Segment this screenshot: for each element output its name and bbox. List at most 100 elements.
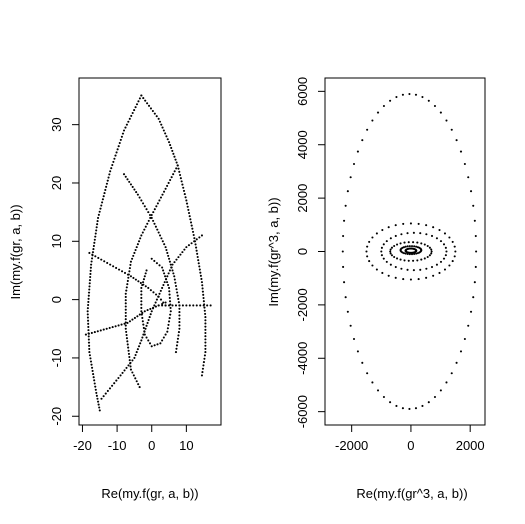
data-point bbox=[140, 290, 143, 293]
data-point bbox=[170, 266, 173, 269]
data-point bbox=[344, 296, 347, 299]
data-point bbox=[472, 204, 475, 207]
data-point bbox=[112, 160, 115, 163]
data-point bbox=[403, 259, 406, 262]
data-point bbox=[425, 224, 428, 227]
data-point bbox=[202, 364, 205, 367]
y-tick-label: -6000 bbox=[295, 395, 310, 428]
data-point bbox=[202, 293, 205, 296]
data-point bbox=[158, 292, 161, 295]
data-point bbox=[135, 351, 138, 354]
data-point bbox=[121, 371, 124, 374]
data-point bbox=[142, 97, 145, 100]
data-point bbox=[86, 316, 89, 319]
data-point bbox=[412, 241, 415, 244]
data-point bbox=[86, 310, 89, 313]
data-point bbox=[88, 282, 91, 285]
data-point bbox=[403, 241, 406, 244]
data-point bbox=[167, 323, 170, 326]
data-point bbox=[198, 268, 201, 271]
data-point bbox=[474, 235, 477, 238]
data-point bbox=[136, 348, 139, 351]
data-point bbox=[188, 304, 191, 307]
data-point bbox=[124, 292, 127, 295]
data-point bbox=[148, 342, 152, 345]
data-point bbox=[127, 276, 130, 279]
data-point bbox=[155, 298, 158, 301]
data-point bbox=[187, 208, 190, 211]
data-point bbox=[199, 271, 202, 274]
data-point bbox=[185, 202, 189, 205]
data-point bbox=[380, 254, 383, 257]
data-point bbox=[164, 333, 167, 336]
data-point bbox=[183, 248, 186, 251]
data-point bbox=[413, 245, 416, 248]
data-point bbox=[393, 244, 396, 248]
data-point bbox=[128, 117, 131, 120]
data-point bbox=[88, 344, 91, 347]
data-point bbox=[184, 196, 187, 199]
data-point bbox=[141, 316, 144, 319]
data-point bbox=[190, 224, 193, 227]
data-point bbox=[165, 278, 168, 281]
data-point bbox=[87, 304, 90, 307]
data-point bbox=[162, 336, 165, 339]
data-point bbox=[117, 145, 120, 148]
data-point bbox=[400, 233, 403, 236]
data-point bbox=[199, 304, 202, 307]
data-point bbox=[101, 201, 104, 204]
data-point bbox=[102, 395, 105, 398]
data-point bbox=[95, 229, 98, 232]
data-point bbox=[116, 148, 119, 151]
data-point bbox=[459, 150, 463, 153]
data-point bbox=[125, 337, 128, 340]
data-point bbox=[147, 211, 150, 214]
data-point bbox=[90, 263, 93, 266]
data-point bbox=[95, 394, 98, 397]
data-point bbox=[140, 293, 143, 296]
data-point bbox=[168, 300, 172, 303]
data-point bbox=[352, 162, 356, 166]
y-tick-label: 30 bbox=[49, 117, 64, 131]
data-point bbox=[154, 305, 157, 308]
data-point bbox=[87, 325, 90, 329]
data-point bbox=[380, 246, 383, 249]
data-point bbox=[87, 341, 91, 344]
y-tick-label: -4000 bbox=[295, 342, 310, 375]
data-point bbox=[474, 265, 477, 268]
data-point bbox=[110, 167, 113, 170]
data-point bbox=[153, 222, 156, 225]
data-point bbox=[435, 263, 438, 266]
data-point bbox=[196, 255, 199, 259]
data-point bbox=[140, 234, 143, 237]
data-point bbox=[399, 258, 402, 261]
data-point bbox=[202, 300, 205, 303]
data-point bbox=[178, 170, 181, 173]
data-point bbox=[371, 119, 374, 122]
data-point bbox=[389, 248, 392, 251]
data-point bbox=[408, 245, 411, 248]
data-point bbox=[129, 275, 132, 278]
data-point bbox=[113, 157, 116, 160]
y-tick-label: -10 bbox=[49, 349, 64, 368]
data-point bbox=[152, 291, 155, 294]
data-point bbox=[199, 274, 202, 277]
data-point bbox=[105, 182, 108, 185]
data-point bbox=[127, 352, 130, 355]
data-point bbox=[178, 304, 181, 307]
data-point bbox=[131, 111, 134, 115]
data-point bbox=[134, 106, 137, 109]
data-point bbox=[111, 326, 114, 329]
data-point bbox=[140, 306, 143, 309]
data-point bbox=[204, 319, 207, 322]
left-plot-frame bbox=[78, 77, 222, 426]
data-point bbox=[90, 331, 93, 334]
data-point bbox=[89, 276, 92, 279]
data-point bbox=[191, 227, 194, 230]
data-point bbox=[161, 126, 164, 129]
data-point bbox=[159, 342, 162, 345]
data-point bbox=[171, 269, 174, 272]
data-point bbox=[106, 179, 109, 182]
data-point bbox=[203, 357, 206, 360]
data-point bbox=[427, 401, 430, 404]
